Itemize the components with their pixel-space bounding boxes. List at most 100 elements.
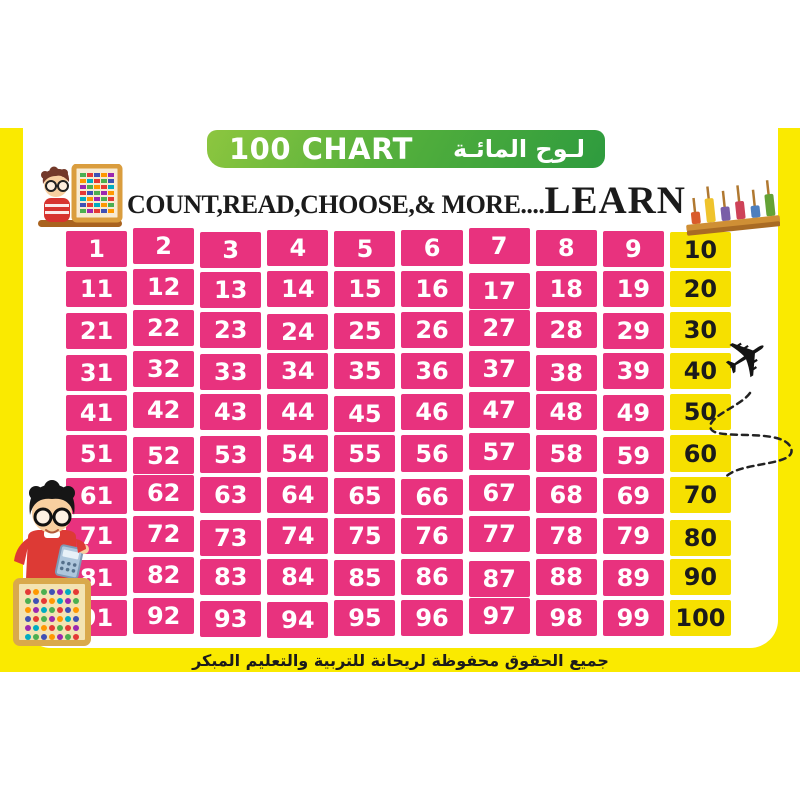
number-cell-88: 88 [535,558,597,595]
number-cell-84: 84 [267,558,329,595]
number-cell-90: 90 [669,558,731,595]
number-cell-46: 46 [401,394,463,431]
number-cell-14: 14 [267,271,329,308]
number-cell-1: 1 [66,231,128,268]
number-cell-50: 50 [669,394,731,431]
number-cell-12: 12 [133,269,195,306]
number-cell-95: 95 [334,599,396,636]
number-cell-2: 2 [133,228,195,265]
number-cell-19: 19 [602,271,664,308]
number-cell-26: 26 [401,312,463,349]
number-cell-35: 35 [334,353,396,390]
number-cell-89: 89 [602,559,664,596]
number-cell-33: 33 [200,354,262,391]
number-cell-29: 29 [602,313,664,350]
number-cell-48: 48 [535,394,597,431]
number-cell-22: 22 [133,310,195,347]
number-cell-94: 94 [267,601,329,638]
number-cell-42: 42 [133,392,195,429]
number-cell-43: 43 [200,394,262,431]
number-cell-86: 86 [401,558,463,595]
number-cell-36: 36 [401,353,463,390]
number-cell-76: 76 [401,517,463,554]
number-cell-7: 7 [468,228,530,265]
number-cell-98: 98 [535,599,597,636]
number-cell-15: 15 [334,271,396,308]
number-cell-31: 31 [66,355,128,392]
number-cell-93: 93 [200,600,262,637]
number-cell-23: 23 [200,312,262,349]
number-cell-21: 21 [66,313,128,350]
number-cell-81: 81 [66,559,128,596]
number-cell-58: 58 [535,435,597,472]
number-cell-74: 74 [267,517,329,554]
number-cell-65: 65 [334,477,396,514]
number-cell-39: 39 [602,353,664,390]
number-cell-47: 47 [468,392,530,429]
number-cell-20: 20 [669,271,731,308]
number-cell-11: 11 [66,271,128,308]
number-cell-68: 68 [535,476,597,513]
number-cell-25: 25 [334,313,396,350]
number-cell-34: 34 [267,353,329,390]
title-banner: 100 CHART لـوح المائـة [207,130,605,168]
number-cell-71: 71 [66,517,128,554]
number-cell-28: 28 [535,312,597,349]
number-cell-64: 64 [267,476,329,513]
number-cell-51: 51 [66,435,128,472]
number-cell-62: 62 [133,474,195,511]
number-cell-49: 49 [602,395,664,432]
subtitle-learn: LEARN [544,179,686,222]
number-cell-78: 78 [535,517,597,554]
number-cell-60: 60 [669,435,731,472]
number-cell-32: 32 [133,351,195,388]
number-cell-4: 4 [267,230,329,267]
number-cell-73: 73 [200,519,262,556]
number-cell-30: 30 [669,312,731,349]
banner-title-arabic: لـوح المائـة [452,135,585,163]
number-cell-37: 37 [468,351,530,388]
number-cell-80: 80 [669,519,731,556]
number-cell-96: 96 [401,599,463,636]
number-cell-59: 59 [602,437,664,474]
number-cell-85: 85 [334,559,396,596]
number-cell-69: 69 [602,477,664,514]
footer-copyright: جميع الحقوق محفوظة لريحانة للتربية والتع… [192,650,609,670]
number-cell-17: 17 [468,273,530,310]
number-cell-57: 57 [468,433,530,470]
number-cell-72: 72 [133,515,195,552]
number-cell-91: 91 [66,599,128,636]
number-cell-24: 24 [267,314,329,351]
number-cell-82: 82 [133,556,195,593]
number-cell-6: 6 [401,230,463,267]
number-cell-27: 27 [468,310,530,347]
number-cell-3: 3 [200,232,262,269]
number-cell-40: 40 [669,353,731,390]
number-cell-56: 56 [401,435,463,472]
number-cell-97: 97 [468,597,530,634]
number-cell-45: 45 [334,396,396,433]
number-cell-92: 92 [133,597,195,634]
number-cell-79: 79 [602,517,664,554]
number-cell-53: 53 [200,436,262,473]
subtitle: COUNT,READ,CHOOSE,& MORE.... LEARN [127,178,685,222]
number-cell-44: 44 [267,394,329,431]
number-cell-55: 55 [334,435,396,472]
number-cell-10: 10 [669,232,731,269]
number-cell-52: 52 [133,437,195,474]
number-cell-70: 70 [669,476,731,513]
number-cell-8: 8 [535,230,597,267]
number-cell-54: 54 [267,435,329,472]
number-cell-83: 83 [200,558,262,595]
number-cell-18: 18 [535,271,597,308]
number-cell-63: 63 [200,476,262,513]
number-cell-87: 87 [468,560,530,597]
number-cell-100: 100 [669,599,731,636]
number-cell-77: 77 [468,515,530,552]
subtitle-lead: COUNT,READ,CHOOSE,& MORE.... [127,190,545,219]
number-cell-75: 75 [334,517,396,554]
number-cell-66: 66 [401,478,463,515]
banner-title-english: 100 CHART [229,132,413,166]
number-cell-13: 13 [200,272,262,309]
